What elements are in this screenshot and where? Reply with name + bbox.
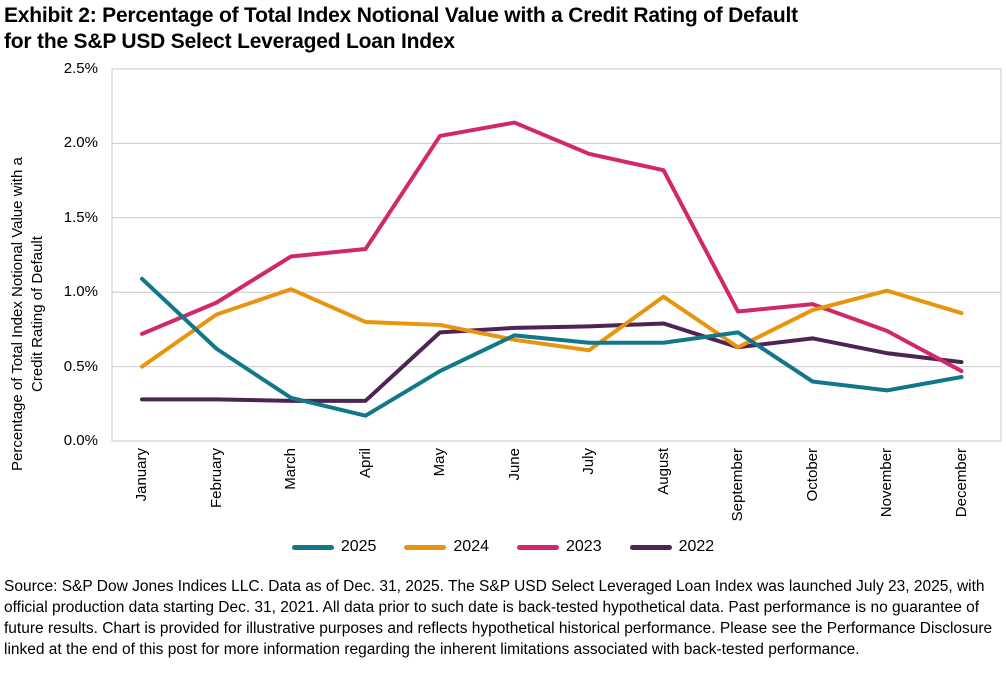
- x-tick-april: April: [356, 448, 374, 479]
- legend-label-2022: 2022: [678, 538, 715, 555]
- x-tick-december: December: [952, 448, 970, 518]
- x-tick-january: January: [133, 448, 150, 502]
- legend-item-2025: 2025: [291, 538, 377, 556]
- y-tick-0.0%: 0.0%: [63, 432, 98, 449]
- legend-line-swatch-2025: [291, 544, 334, 550]
- legend-line-swatch-2024: [404, 544, 447, 550]
- x-tick-october: October: [803, 448, 821, 502]
- legend: 2025 2024 2023 2022: [0, 538, 1006, 556]
- legend-line-swatch-2023: [517, 544, 559, 550]
- legend-label-2023: 2023: [566, 538, 602, 555]
- legend-label-2025: 2025: [340, 538, 377, 555]
- x-tick-march: March: [282, 448, 299, 490]
- legend-line-swatch-2022: [629, 544, 672, 550]
- y-tick-2.0%: 2.0%: [63, 134, 98, 152]
- x-tick-july: July: [580, 448, 597, 475]
- y-tick-1.5%: 1.5%: [63, 208, 98, 226]
- series-line-2022: [140, 321, 964, 403]
- line-chart: Percentage of Total Index Notional Value…: [0, 56, 1006, 568]
- legend-item-2023: 2023: [517, 538, 602, 556]
- x-tick-february: February: [207, 448, 225, 509]
- series-line-2023: [140, 120, 964, 374]
- legend-item-2024: 2024: [404, 538, 489, 556]
- chart-title: Exhibit 2: Percentage of Total Index Not…: [4, 3, 798, 55]
- x-tick-november: November: [878, 448, 895, 518]
- x-tick-august: August: [654, 448, 672, 495]
- legend-item-2022: 2022: [629, 538, 715, 556]
- chart-title-line1: Exhibit 2: Percentage of Total Index Not…: [4, 4, 798, 27]
- x-tick-may: May: [431, 448, 448, 477]
- legend-label-2024: 2024: [453, 538, 489, 555]
- x-tick-june: June: [505, 448, 523, 481]
- x-tick-september: September: [729, 448, 746, 522]
- y-tick-2.5%: 2.5%: [63, 60, 98, 77]
- y-tick-0.5%: 0.5%: [63, 357, 98, 375]
- series-line-2024: [140, 287, 964, 369]
- chart-title-line2: for the S&P USD Select Leveraged Loan In…: [4, 30, 455, 53]
- plot-area: [111, 68, 1002, 442]
- plot-border: [111, 68, 1002, 442]
- series-line-2025: [140, 276, 964, 418]
- y-tick-1.0%: 1.0%: [63, 283, 98, 301]
- source-disclosure-text: Source: S&P Dow Jones Indices LLC. Data …: [4, 578, 993, 658]
